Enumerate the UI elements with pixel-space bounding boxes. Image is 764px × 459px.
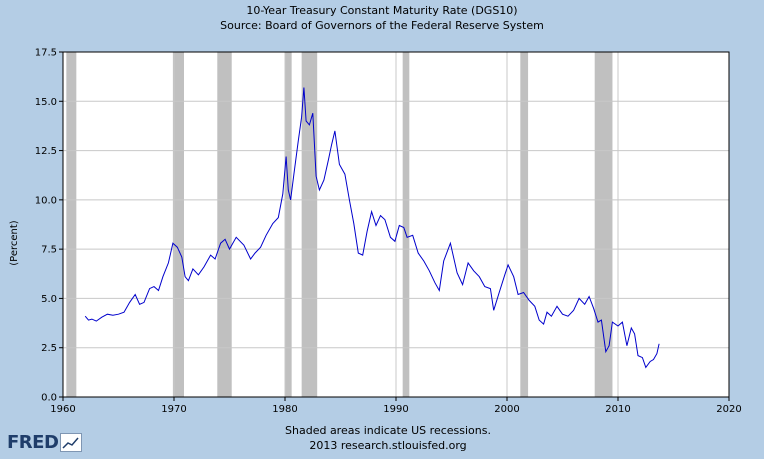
recession-band-5	[402, 52, 410, 397]
xtick-label-2: 1980	[272, 404, 297, 415]
ytick-label-3: 7.5	[41, 245, 57, 256]
xtick-label-5: 2010	[605, 404, 630, 415]
recession-band-1	[172, 52, 184, 397]
ytick-label-5: 12.5	[35, 146, 57, 157]
ytick-label-7: 17.5	[35, 48, 57, 59]
ytick-label-4: 10.0	[35, 195, 57, 206]
recession-band-2	[217, 52, 232, 397]
plot-frame	[62, 51, 730, 398]
series-line-dgs10	[84, 87, 660, 369]
xtick-label-3: 1990	[383, 404, 408, 415]
source-url: 2013 research.stlouisfed.org	[309, 439, 466, 452]
chart-subtitle: Source: Board of Governors of the Federa…	[220, 19, 544, 32]
xtick-label-1: 1970	[161, 404, 186, 415]
recession-band-0	[66, 52, 77, 397]
recession-band-4	[301, 52, 318, 397]
fred-chart-icon	[60, 432, 83, 452]
recession-band-7	[594, 52, 613, 397]
recession-band-3	[285, 52, 292, 397]
xtick-label-6: 2020	[716, 404, 741, 415]
xtick-label-0: 1960	[50, 404, 75, 415]
y-axis-label: (Percent)	[9, 220, 20, 266]
chart-title: 10-Year Treasury Constant Maturity Rate …	[246, 4, 517, 17]
xtick-label-4: 2000	[494, 404, 519, 415]
ytick-label-0: 0.0	[41, 393, 57, 404]
recession-band-6	[520, 52, 529, 397]
fred-logo: FRED	[7, 431, 83, 453]
recession-note: Shaded areas indicate US recessions.	[285, 424, 491, 437]
fred-logo-text: FRED	[7, 431, 59, 453]
ytick-label-2: 5.0	[41, 294, 57, 305]
ytick-label-6: 15.0	[35, 97, 57, 108]
ytick-label-1: 2.5	[41, 343, 57, 354]
